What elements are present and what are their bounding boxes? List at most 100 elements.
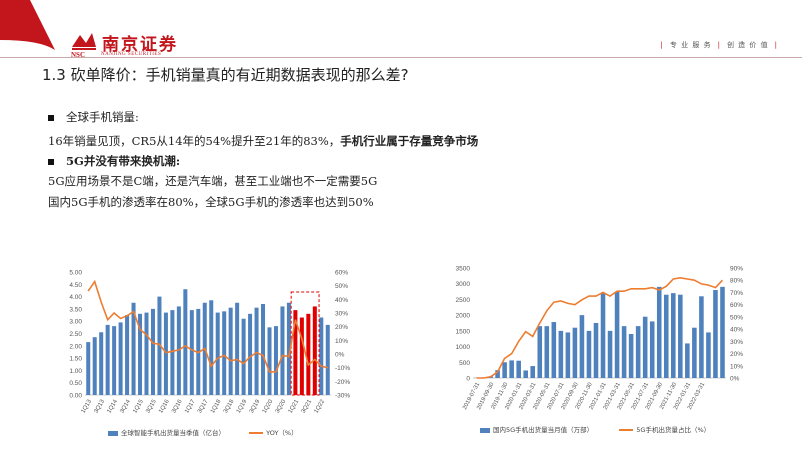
nsc-logo-icon — [72, 33, 96, 50]
slide-title: 1.3 砍单降价：手机销量真的有近期数据表现的那么差? — [42, 66, 409, 84]
bar — [544, 326, 550, 378]
bar — [241, 318, 246, 395]
y-right-tick-label: 80% — [730, 278, 743, 285]
bar — [105, 324, 110, 395]
y-left-tick-label: 0.00 — [69, 393, 82, 400]
bar — [248, 313, 253, 395]
y-left-tick-label: 1000 — [456, 344, 471, 351]
y-right-tick-label: 70% — [730, 290, 743, 297]
y-right-tick-label: 0% — [730, 376, 740, 383]
legend-label: 国内5G手机出货量当月值（万部） — [493, 426, 594, 434]
y-left-tick-label: 5.00 — [69, 270, 82, 277]
bar — [319, 317, 324, 395]
slogan-2: 创 造 价 值 — [726, 41, 769, 49]
bar — [692, 327, 697, 378]
slogan: | 专 业 服 务 | 创 造 价 值 | — [660, 41, 778, 49]
x-tick-label: 1Q13 — [81, 398, 94, 414]
bar — [628, 334, 634, 378]
bar — [614, 291, 620, 378]
legend-label: 全球智能手机出货量当季值（亿台） — [121, 429, 225, 437]
bar — [189, 310, 194, 395]
y-right-tick-label: 30% — [335, 311, 348, 318]
brand-nsc: NSC — [71, 51, 86, 59]
bar — [720, 286, 725, 378]
bar — [170, 310, 175, 395]
bar — [138, 313, 143, 395]
y-left-tick-label: 2000 — [456, 313, 471, 320]
x-tick-label: 3Q20 — [275, 398, 288, 414]
bullet-icon — [48, 115, 54, 121]
y-left-tick-label: 3000 — [456, 281, 471, 288]
bar — [671, 293, 676, 378]
brand-name: 南京证券 — [102, 35, 178, 55]
slogan-1: 专 业 服 务 — [669, 41, 712, 49]
y-left-tick-label: 2.00 — [69, 343, 82, 350]
bar — [656, 286, 662, 378]
brand-english: NANJING SECURITIES — [101, 52, 162, 57]
bar — [222, 311, 227, 395]
legend-swatch-bar — [108, 430, 118, 436]
x-tick-label: 1Q15 — [132, 398, 145, 414]
bar — [312, 306, 317, 395]
bar — [118, 322, 123, 395]
bar — [267, 327, 272, 395]
paragraph-2: 5G应用场景不是C端，还是汽车端，甚至工业端也不一定需要5G — [48, 174, 378, 188]
y-right-tick-label: 60% — [335, 270, 348, 277]
bar — [286, 302, 291, 395]
bar — [125, 315, 130, 395]
legend-label: YOY（%） — [266, 429, 298, 437]
y-left-tick-label: 2500 — [456, 297, 471, 304]
bar — [663, 294, 669, 378]
bar — [558, 330, 564, 378]
bar — [537, 326, 543, 378]
y-right-tick-label: 10% — [335, 338, 348, 345]
bullet-1-text: 全球手机销量: — [66, 110, 139, 124]
bar — [254, 307, 259, 395]
bar — [516, 360, 521, 378]
bar — [685, 343, 690, 378]
chart1-legend: 全球智能手机出货量当季值（亿台） YOY（%） — [108, 427, 298, 437]
bar — [551, 322, 557, 378]
y-left-tick-label: 500 — [459, 360, 470, 367]
bar — [572, 327, 578, 378]
bar — [495, 370, 500, 378]
bar — [523, 370, 528, 378]
bullet-2-text: 5G并没有带来换机潮: — [66, 154, 181, 168]
bar — [261, 303, 266, 395]
bar — [144, 312, 149, 395]
china-5g-chart: 0 500 1000 1500 2000 2500 3000 3500 0% 10% 20% 30% 4… — [456, 266, 744, 411]
bar — [699, 296, 704, 378]
y-right-tick-label: 20% — [335, 324, 348, 331]
bar — [209, 300, 214, 395]
bar — [157, 296, 162, 395]
x-tick-label: 3Q13 — [93, 398, 106, 414]
bar — [163, 312, 168, 395]
bullet-icon — [48, 159, 54, 165]
x-tick-label: 3Q15 — [145, 398, 158, 414]
x-tick-label: 3Q21 — [301, 398, 314, 414]
bar — [600, 293, 606, 378]
x-tick-label: 1Q14 — [106, 398, 119, 414]
y-left-tick-label: 1500 — [456, 328, 471, 335]
bar — [215, 312, 220, 395]
y-left-tick-label: 0.50 — [69, 380, 82, 387]
y-right-tick-label: 10% — [730, 363, 743, 370]
series-line — [87, 279, 328, 373]
x-tick-label: 3Q14 — [119, 398, 132, 414]
y-right-tick-label: 50% — [335, 283, 348, 290]
y-right-tick-label: 0% — [335, 352, 345, 359]
bar — [150, 308, 155, 395]
bar — [621, 326, 627, 378]
x-tick-label: 1Q17 — [184, 398, 197, 414]
bar — [635, 326, 641, 378]
bar — [706, 332, 711, 378]
x-tick-label: 1Q22 — [314, 398, 327, 414]
y-right-tick-label: 40% — [335, 297, 348, 304]
x-tick-label: 1Q20 — [262, 398, 275, 414]
y-left-tick-label: 3.50 — [69, 306, 82, 313]
paragraph-1-bold: 手机行业属于存量竞争市场 — [340, 134, 479, 148]
bar — [99, 332, 104, 395]
bar — [642, 316, 648, 378]
y-right-tick-label: 30% — [730, 339, 743, 346]
bar — [607, 330, 613, 378]
